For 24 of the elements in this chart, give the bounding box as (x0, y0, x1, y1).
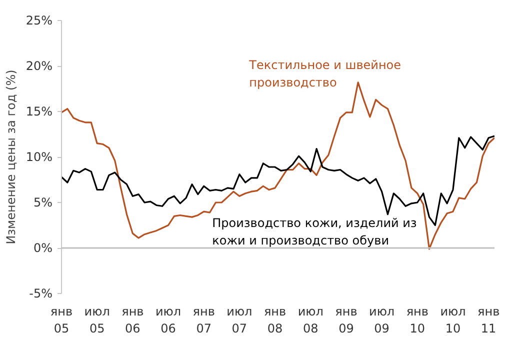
y-tick-label: 25% (26, 14, 52, 28)
series-label: Производство кожи, изделий из кожи и производство обуви (212, 216, 417, 248)
series-label: Текстильное и швейное производство (248, 58, 402, 90)
line-series (62, 82, 494, 250)
y-tick-label: 10% (26, 150, 52, 164)
x-tick-label: июл 07 (226, 304, 252, 336)
y-tick-label: 5% (33, 196, 53, 210)
y-tick-label: -5% (29, 286, 53, 300)
x-tick-label: янв 06 (122, 304, 144, 336)
x-tick-label: янв 07 (192, 304, 215, 336)
x-tick-label: июл 06 (155, 304, 182, 336)
x-tick-label: янв 08 (264, 304, 286, 336)
x-tick-label: янв 09 (335, 304, 358, 336)
x-tick-label: июл 08 (298, 304, 324, 336)
x-tick-label: янв 11 (478, 304, 500, 336)
y-tick-label: 15% (26, 104, 52, 118)
x-tick-label: июл 09 (369, 304, 395, 336)
x-tick-label: янв 05 (50, 304, 73, 336)
y-tick-label: 20% (26, 59, 52, 73)
x-tick-label: янв 10 (406, 304, 428, 336)
y-axis-title: Изменение цены за год (%) (4, 70, 18, 244)
y-tick-label: 0% (33, 241, 53, 255)
x-tick-label: июл 10 (440, 304, 466, 336)
x-tick-label: июл 05 (84, 304, 110, 336)
